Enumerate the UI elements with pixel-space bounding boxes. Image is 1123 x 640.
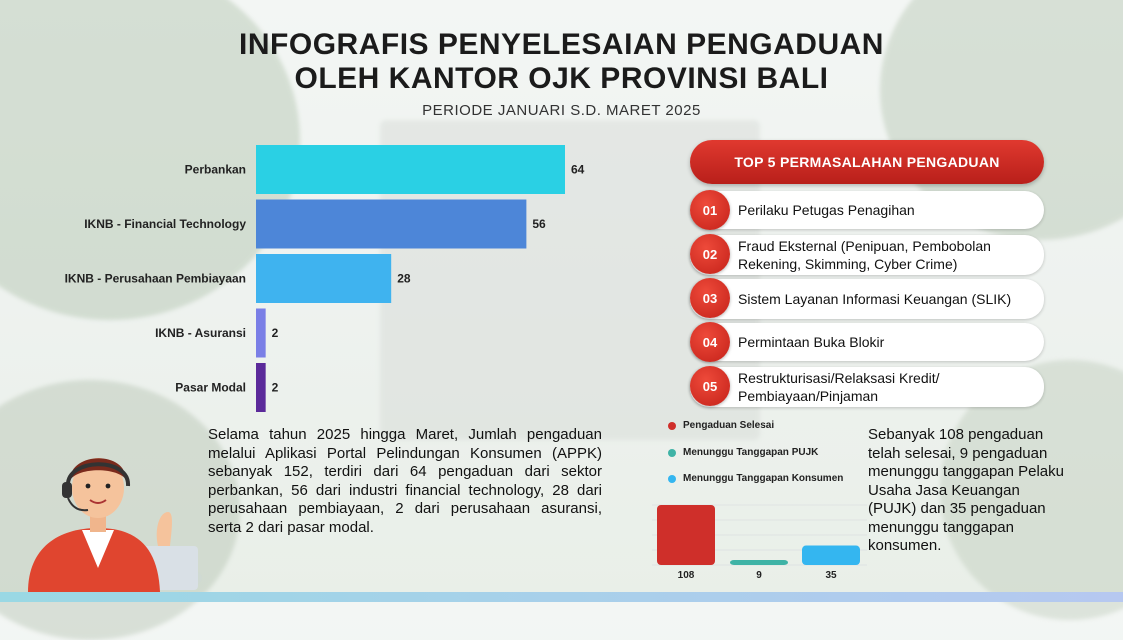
legend-swatch [668, 421, 676, 430]
bar-value-label: 56 [532, 217, 546, 231]
summary-paragraph-right: Sebanyak 108 pengaduan telah selesai, 9 … [868, 426, 1064, 554]
issue-number-badge: 04 [690, 322, 730, 362]
issue-item: 04 Permintaan Buka Blokir [690, 322, 1044, 362]
issue-text: Permintaan Buka Blokir [738, 334, 885, 350]
legend-item: Pengaduan Selesai [668, 420, 774, 431]
sector-bar-chart: Perbankan 64 IKNB - Financial Technology 56… [65, 145, 585, 412]
bar-value-label: 64 [571, 163, 585, 177]
legend-item: Menunggu Tanggapan PUJK [668, 447, 818, 458]
legend-label: Menunggu Tanggapan PUJK [683, 447, 819, 458]
status-bar [802, 545, 860, 565]
bar-value-label: 28 [397, 272, 411, 286]
issue-number-badge: 02 [690, 234, 730, 274]
summary-paragraph-left: Selama tahun 2025 hingga Maret, Jumlah p… [208, 426, 602, 536]
bar-value-label: 2 [272, 381, 279, 395]
issue-number-badge: 03 [690, 278, 730, 318]
bottom-decorative-strip [0, 592, 1123, 602]
legend-label: Pengaduan Selesai [683, 420, 775, 431]
status-bar [657, 505, 715, 565]
legend-swatch [668, 474, 676, 483]
status-bar [730, 560, 788, 565]
issue-item: 03 Sistem Layanan Informasi Keuangan (SL… [690, 278, 1044, 319]
title-line-2: OLEH KANTOR OJK PROVINSI BALI [294, 62, 829, 95]
status-bar-chart: 108 9 35 [652, 504, 867, 581]
bar [256, 254, 392, 303]
bar-category-label: IKNB - Financial Technology [84, 217, 246, 231]
legend-item: Menunggu Tanggapan Konsumen [668, 473, 843, 484]
issue-item: 05 Restrukturisasi/Relaksasi Kredit/ Pem… [690, 366, 1044, 407]
legend-label: Menunggu Tanggapan Konsumen [683, 473, 844, 484]
bar-category-label: IKNB - Asuransi [155, 326, 246, 340]
bar-category-label: Pasar Modal [175, 381, 246, 395]
bar [256, 145, 565, 194]
issue-text: Perilaku Petugas Penagihan [738, 202, 915, 218]
bar [256, 363, 266, 412]
issue-item: 01 Perilaku Petugas Penagihan [690, 190, 1044, 230]
bar [256, 199, 527, 249]
status-value-label: 108 [678, 570, 695, 581]
issue-text: Fraud Eksternal (Penipuan, Pembobolan Re… [738, 238, 991, 272]
status-value-label: 35 [825, 570, 837, 581]
issue-text: Restrukturisasi/Relaksasi Kredit/ Pembia… [738, 370, 940, 404]
issue-number-badge: 01 [690, 190, 730, 230]
top5-header: TOP 5 PERMASALAHAN PENGADUAN [690, 140, 1044, 184]
bar-category-label: Perbankan [185, 163, 246, 177]
legend-swatch [668, 448, 676, 457]
title-line-1: INFOGRAFIS PENYELESAIAN PENGADUAN [239, 28, 884, 61]
status-value-label: 9 [756, 570, 762, 581]
issue-item: 02 Fraud Eksternal (Penipuan, Pembobolan… [690, 234, 1044, 275]
issue-number-badge: 05 [690, 366, 730, 406]
period-subtitle: PERIODE JANUARI S.D. MARET 2025 [422, 102, 701, 119]
bar [256, 308, 266, 358]
customer-service-illustration [28, 458, 202, 592]
bar-category-label: IKNB - Perusahaan Pembiayaan [65, 272, 246, 286]
bar-value-label: 2 [272, 326, 279, 340]
issue-text: Sistem Layanan Informasi Keuangan (SLIK) [738, 291, 1012, 307]
